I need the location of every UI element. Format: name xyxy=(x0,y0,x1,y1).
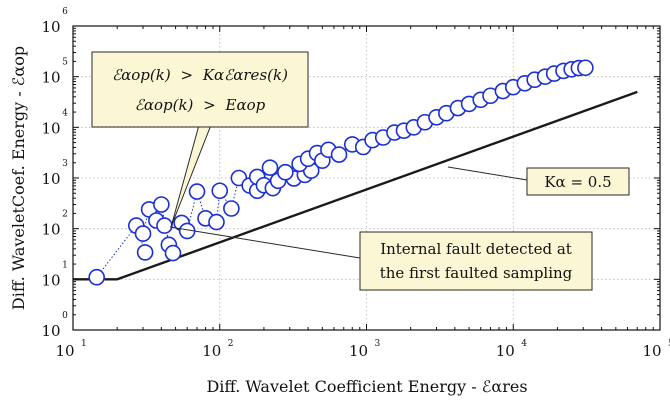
x-tick-label: 10 xyxy=(202,342,221,360)
threshold-callout: Kα = 0.5 xyxy=(447,166,630,196)
y-tick-label: 10 xyxy=(41,18,60,36)
x-tick-exponent: 1 xyxy=(81,339,87,349)
y-tick-exponent: 5 xyxy=(62,58,68,68)
fault-callout: Internal fault detected at the first fau… xyxy=(169,226,593,291)
y-tick-exponent: 4 xyxy=(62,108,68,118)
data-point xyxy=(223,200,240,217)
y-tick-exponent: 0 xyxy=(62,311,68,321)
x-tick-label: 10 xyxy=(496,342,515,360)
y-tick-exponent: 3 xyxy=(62,159,68,169)
x-tick-exponent: 5 xyxy=(668,339,670,349)
y-tick-label: 10 xyxy=(41,221,60,239)
threshold-label-box xyxy=(526,167,630,196)
y-axis-label: Diff. WaveletCoef. Energy - ℰαop xyxy=(9,46,28,310)
data-point xyxy=(208,213,225,231)
data-point xyxy=(577,59,594,77)
y-tick-exponent: 6 xyxy=(62,7,68,17)
threshold-label: Kα = 0.5 xyxy=(544,173,611,191)
threshold-line xyxy=(73,90,638,281)
criteria-line1: ℰαop(k) > Kαℰαres(k) xyxy=(112,66,288,84)
data-point xyxy=(136,244,154,261)
data-series xyxy=(88,59,594,286)
x-tick-label: 10 xyxy=(349,342,368,360)
data-point xyxy=(261,159,279,176)
criteria-line2: ℰαop(k) > Eαop xyxy=(135,96,266,114)
series-connector xyxy=(96,225,137,278)
x-axis-label: Diff. Wavelet Coefficient Energy - ℰαres xyxy=(206,377,527,396)
y-tick-exponent: 1 xyxy=(62,260,68,270)
y-tick-label: 10 xyxy=(41,170,60,188)
y-tick-label: 10 xyxy=(41,322,60,340)
criteria-callout: ℰαop(k) > Kαℰαres(k) ℰαop(k) > Eαop xyxy=(91,51,309,228)
data-point xyxy=(277,163,294,181)
axis-ticks xyxy=(72,25,661,331)
fault-label-line2: the first faulted sampling xyxy=(380,264,573,282)
criteria-box xyxy=(91,51,309,128)
data-point xyxy=(164,244,182,262)
y-tick-label: 10 xyxy=(41,271,60,289)
data-point xyxy=(134,225,152,242)
data-point xyxy=(188,183,206,200)
data-point xyxy=(211,182,229,200)
x-tick-labels: 10 1 10 2 10 3 10 4 10 5 xyxy=(55,339,670,360)
series-connector xyxy=(338,144,353,155)
x-tick-label: 10 xyxy=(55,342,74,360)
x-tick-exponent: 2 xyxy=(228,339,234,349)
series-connector xyxy=(155,204,162,221)
y-tick-label: 10 xyxy=(41,119,60,137)
x-tick-exponent: 4 xyxy=(521,339,527,349)
threshold-polyline xyxy=(73,90,638,281)
y-tick-label: 10 xyxy=(41,69,60,87)
data-point xyxy=(156,217,173,234)
fault-label-box xyxy=(359,231,593,291)
x-tick-label: 10 xyxy=(642,342,661,360)
y-tick-exponent: 2 xyxy=(62,210,68,220)
data-point xyxy=(330,146,348,163)
data-point xyxy=(153,196,170,213)
fault-label-line1: Internal fault detected at xyxy=(380,240,572,258)
x-tick-exponent: 3 xyxy=(375,339,381,349)
data-point xyxy=(88,268,105,286)
